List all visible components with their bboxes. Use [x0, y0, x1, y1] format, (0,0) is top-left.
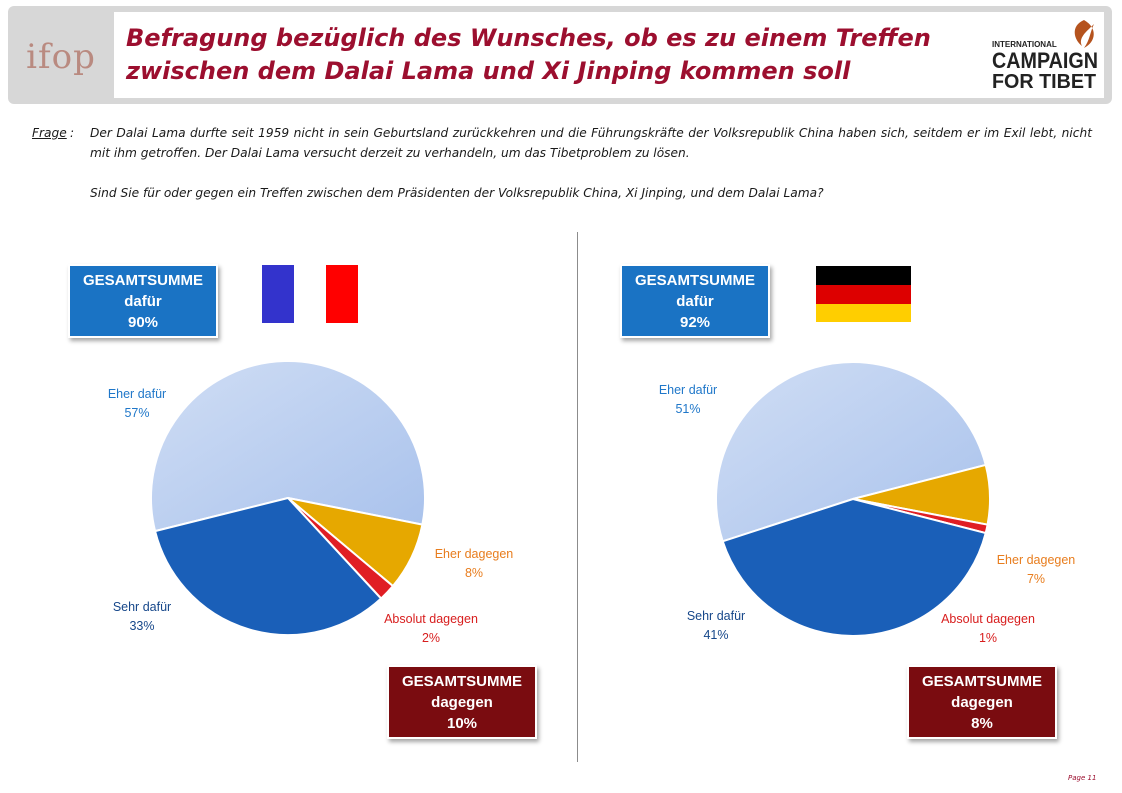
question-context: Der Dalai Lama durfte seit 1959 nicht in… [90, 126, 1092, 160]
germany-label-sehr-dafuer: Sehr dafür 41% [687, 609, 745, 642]
germany-label-absolut-dagegen-name: Absolut dagegen [941, 612, 1035, 626]
germany-label-eher-dafuer: Eher dafür 51% [659, 383, 717, 416]
france-label-eher-dafuer: Eher dafür 57% [108, 387, 166, 420]
france-flag-band-blue [262, 265, 294, 323]
germany-label-eher-dagegen-name: Eher dagegen [997, 553, 1076, 567]
germany-label-sehr-dafuer-name: Sehr dafür [687, 609, 745, 623]
germany-total-for-value: 92% [679, 313, 711, 331]
ict-logo: INTERNATIONAL CAMPAIGN FOR TIBET [992, 20, 1098, 93]
germany-flag-band-black [816, 266, 911, 285]
germany-total-against-title: GESAMTSUMME [922, 672, 1042, 690]
germany-label-eher-dagegen: Eher dagegen 7% [997, 553, 1076, 586]
germany-flag-icon [816, 266, 911, 322]
france-total-for-label: dafür [124, 292, 162, 310]
france-slice-eher-dafuer [150, 360, 426, 533]
question-colon: : [70, 126, 75, 140]
france-label-eher-dagegen-name: Eher dagegen [435, 547, 514, 561]
germany-total-against-box: GESAMTSUMME dagegen 8% [907, 665, 1057, 739]
germany-label-eher-dafuer-name: Eher dafür [659, 383, 717, 397]
france-label-eher-dagegen-value: 8% [465, 566, 483, 580]
page-title: Befragung bezüglich des Wunsches, ob es … [126, 22, 946, 88]
germany-slice-eher-dafuer [715, 361, 987, 543]
germany-slice-sehr-dafuer [721, 497, 987, 637]
germany-flag-band-red [816, 285, 911, 304]
france-label-sehr-dafuer: Sehr dafür 33% [113, 600, 171, 633]
germany-total-for-label: dafür [676, 292, 714, 310]
germany-label-eher-dafuer-value: 51% [675, 402, 700, 416]
page-number: Page 11 [1068, 774, 1097, 782]
question-text: Sind Sie für oder gegen ein Treffen zwis… [90, 186, 824, 200]
germany-flag-band-gold [816, 304, 911, 322]
germany-label-eher-dagegen-value: 7% [1027, 572, 1045, 586]
france-flag-icon [262, 265, 358, 323]
title-line-2: zwischen dem Dalai Lama und Xi Jinping k… [126, 57, 851, 85]
ict-logo-line-1: INTERNATIONAL [992, 40, 1057, 49]
germany-total-for-box: GESAMTSUMME dafür 92% [620, 264, 770, 338]
france-total-against-label: dagegen [431, 693, 493, 711]
ifop-logo-text: ifop [26, 37, 96, 77]
ict-logo-line-2: CAMPAIGN [992, 48, 1098, 73]
france-flag-band-white [294, 265, 326, 323]
france-total-against-box: GESAMTSUMME dagegen 10% [387, 665, 537, 739]
germany-total-for-title: GESAMTSUMME [635, 271, 755, 289]
germany-total-against-value: 8% [971, 714, 993, 732]
france-label-eher-dafuer-name: Eher dafür [108, 387, 166, 401]
france-label-sehr-dafuer-name: Sehr dafür [113, 600, 171, 614]
france-label-absolut-dagegen: Absolut dagegen 2% [384, 612, 478, 645]
france-total-for-box: GESAMTSUMME dafür 90% [68, 264, 218, 338]
france-total-against-title: GESAMTSUMME [402, 672, 522, 690]
germany-label-absolut-dagegen: Absolut dagegen 1% [941, 612, 1035, 645]
france-label-absolut-dagegen-value: 2% [422, 631, 440, 645]
germany-label-sehr-dafuer-value: 41% [703, 628, 728, 642]
france-pie-chart: Eher dafür 57% Eher dagegen 8% Absolut dageg… [108, 360, 513, 645]
panel-divider [577, 232, 578, 762]
title-line-1: Befragung bezüglich des Wunsches, ob es … [126, 24, 931, 52]
france-total-for-value: 90% [127, 313, 159, 331]
france-label-sehr-dafuer-value: 33% [129, 619, 154, 633]
flame-icon [1074, 20, 1094, 48]
france-slice-sehr-dafuer [153, 496, 383, 636]
france-flag-band-red [326, 265, 358, 323]
ifop-logo: ifop [26, 37, 96, 77]
germany-total-against-label: dagegen [951, 693, 1013, 711]
france-label-eher-dafuer-value: 57% [124, 406, 149, 420]
france-label-eher-dagegen: Eher dagegen 8% [435, 547, 514, 580]
ict-logo-line-3: FOR TIBET [992, 71, 1096, 93]
germany-pie-chart: Eher dafür 51% Eher dagegen 7% Absolut dageg… [659, 361, 1075, 645]
france-total-for-title: GESAMTSUMME [83, 271, 203, 289]
question-body: Der Dalai Lama durfte seit 1959 nicht in… [90, 123, 1092, 203]
germany-label-absolut-dagegen-value: 1% [979, 631, 997, 645]
france-total-against-value: 10% [446, 714, 478, 732]
france-label-absolut-dagegen-name: Absolut dagegen [384, 612, 478, 626]
header-title-panel [114, 12, 1104, 98]
question-label: Frage [32, 126, 67, 140]
